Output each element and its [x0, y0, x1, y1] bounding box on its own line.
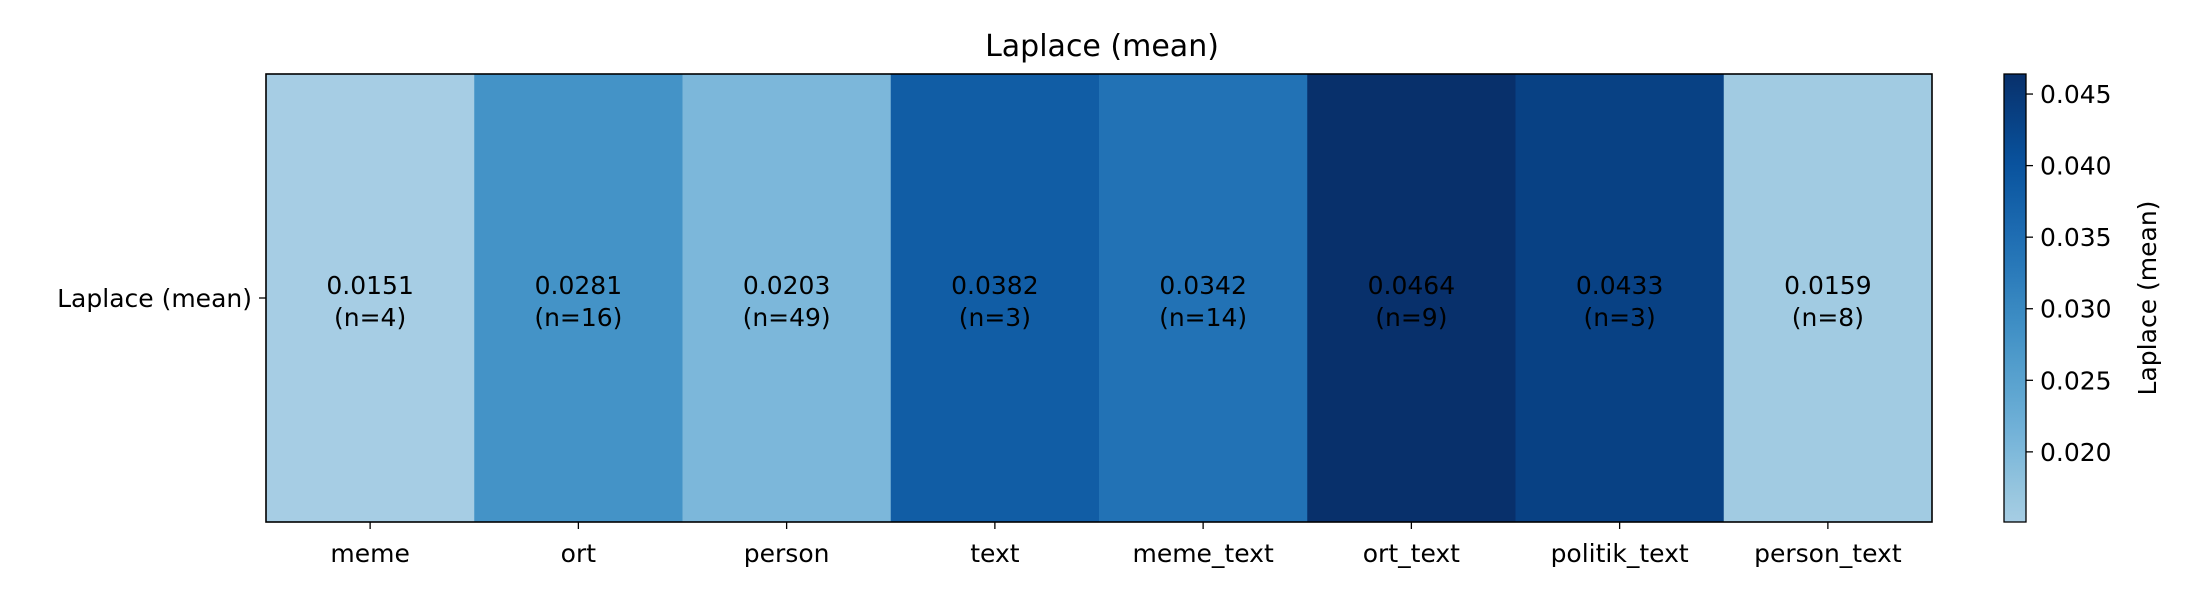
cell-count-label: (n=16): [534, 303, 622, 332]
y-tick-label: Laplace (mean): [57, 284, 252, 313]
cell-value-label: 0.0382: [951, 271, 1038, 300]
x-tick-label: meme_text: [1132, 539, 1274, 568]
cell-count-label: (n=4): [334, 303, 406, 332]
x-tick-label: meme: [330, 539, 409, 568]
colorbar-tick-label: 0.025: [2040, 366, 2112, 395]
cell-value-label: 0.0203: [743, 271, 830, 300]
x-tick-label: ort: [561, 539, 597, 568]
heatmap-cell-meme_text: [1099, 74, 1308, 522]
heatmap-cell-person: [682, 74, 892, 522]
colorbar-tick-label: 0.020: [2040, 438, 2112, 467]
cell-value-label: 0.0151: [326, 271, 413, 300]
colorbar-gradient: [2003, 73, 2027, 523]
cell-value-label: 0.0464: [1368, 271, 1455, 300]
cell-count-label: (n=3): [1584, 303, 1656, 332]
heatmap-cell-ort_text: [1307, 74, 1516, 522]
x-tick-label: person: [744, 539, 830, 568]
colorbar-tick-label: 0.035: [2040, 223, 2112, 252]
cell-count-label: (n=3): [959, 303, 1031, 332]
cell-value-label: 0.0342: [1159, 271, 1246, 300]
cell-count-label: (n=8): [1792, 303, 1864, 332]
cell-count-label: (n=9): [1375, 303, 1447, 332]
chart-title: Laplace (mean): [985, 29, 1219, 64]
x-tick-label: politik_text: [1551, 539, 1689, 568]
cell-value-label: 0.0159: [1784, 271, 1871, 300]
x-axis-ticks: meme ort person text meme_text ort_text politi…: [330, 522, 1902, 568]
x-tick-label: person_text: [1754, 539, 1902, 568]
colorbar-tick-label: 0.030: [2040, 295, 2112, 324]
y-axis-ticks: Laplace (mean): [57, 284, 266, 313]
x-tick-label: text: [970, 539, 1020, 568]
colorbar-ticks: 0.020 0.025 0.030 0.035 0.040 0.045: [2026, 80, 2112, 467]
cell-value-label: 0.0433: [1576, 271, 1663, 300]
heatmap-cell-ort: [474, 74, 683, 522]
colorbar-tick-label: 0.045: [2040, 80, 2112, 109]
cell-value-label: 0.0281: [535, 271, 622, 300]
heatmap-cell-person_text: [1723, 74, 1933, 522]
heatmap-cell-politik_text: [1515, 74, 1725, 522]
heatmap-cell-meme: [266, 74, 475, 522]
cell-count-label: (n=14): [1159, 303, 1247, 332]
colorbar-tick-label: 0.040: [2040, 152, 2112, 181]
colorbar: 0.020 0.025 0.030 0.035 0.040 0.045 Laplace (…: [2003, 73, 2162, 523]
colorbar-label: Laplace (mean): [2133, 201, 2162, 396]
x-tick-label: ort_text: [1363, 539, 1460, 568]
cell-count-label: (n=49): [743, 303, 831, 332]
heatmap-cells: 0.0151 (n=4) 0.0281 (n=16) 0.0203 (n=49) 0.038…: [266, 74, 1933, 522]
heatmap-cell-text: [890, 74, 1100, 522]
